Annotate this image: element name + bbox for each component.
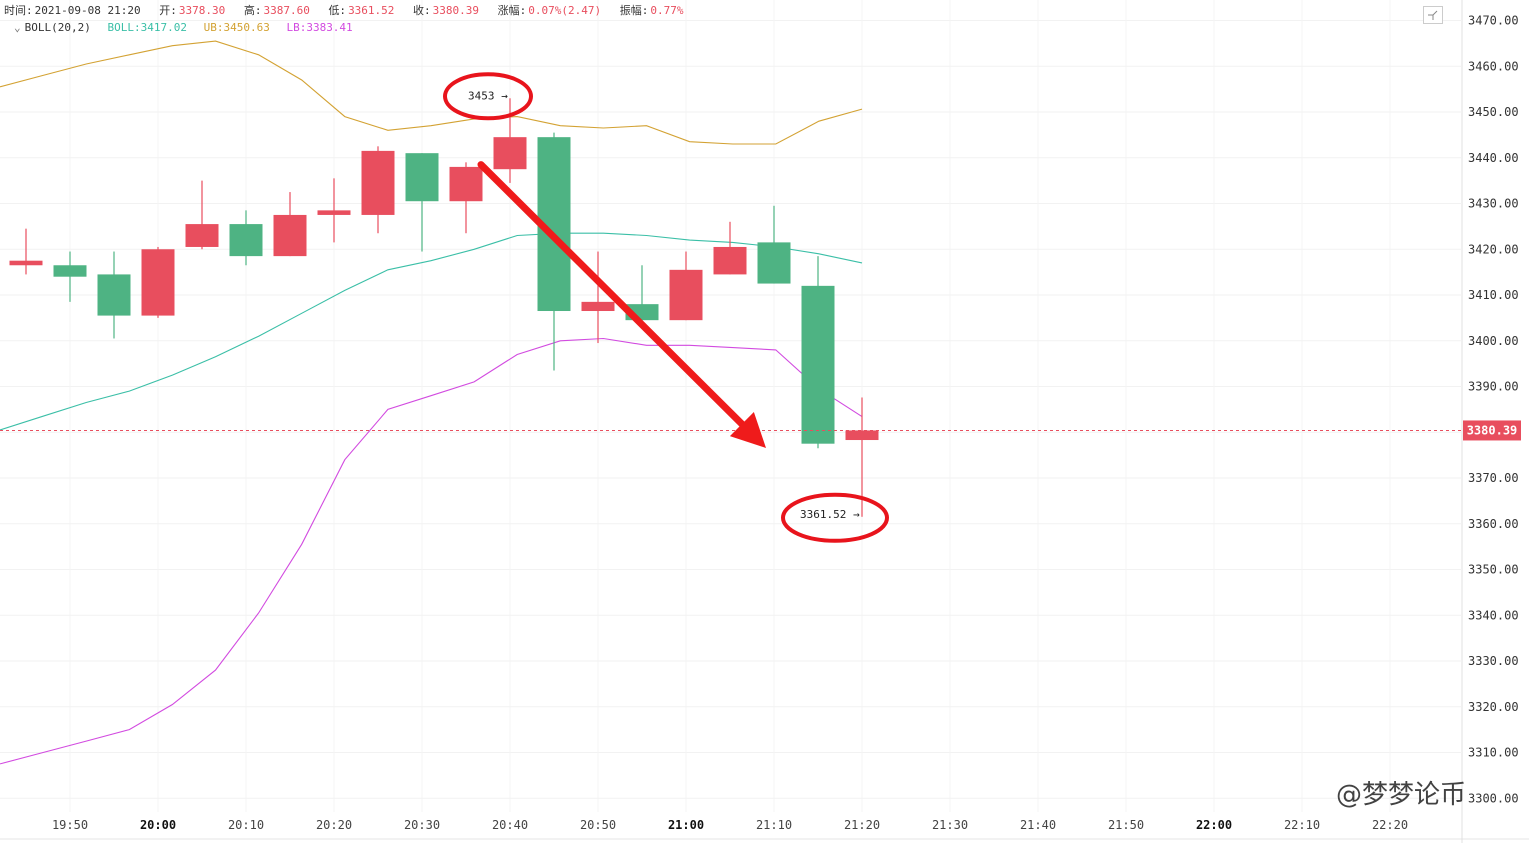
y-tick-label: 3300.00 bbox=[1468, 791, 1519, 805]
candle-body bbox=[405, 153, 439, 202]
boll-name[interactable]: BOLL(20,2) bbox=[24, 21, 91, 34]
y-tick-label: 3390.00 bbox=[1468, 380, 1519, 394]
candle-body bbox=[141, 249, 175, 316]
time-label: 时间: bbox=[4, 4, 33, 17]
amplitude-value: 0.77% bbox=[650, 4, 684, 17]
y-tick-label: 3460.00 bbox=[1468, 59, 1519, 73]
y-tick-label: 3370.00 bbox=[1468, 471, 1519, 485]
high-annotation-label: 3453 → bbox=[468, 89, 508, 102]
x-tick-label: 20:50 bbox=[580, 818, 616, 832]
x-tick-label: 21:50 bbox=[1108, 818, 1144, 832]
y-tick-label: 3440.00 bbox=[1468, 151, 1519, 165]
y-tick-label: 3310.00 bbox=[1468, 746, 1519, 760]
candle-body bbox=[53, 265, 87, 277]
x-tick-label: 20:10 bbox=[228, 818, 264, 832]
settings-button[interactable] bbox=[1423, 6, 1443, 24]
close-value: 3380.39 bbox=[432, 4, 480, 17]
candle-body bbox=[713, 246, 747, 275]
boll-legend: ⌄ BOLL(20,2) BOLL:3417.02 UB:3450.63 LB:3… bbox=[14, 21, 363, 34]
boll-upper-line bbox=[0, 40, 863, 145]
y-tick-label: 3420.00 bbox=[1468, 242, 1519, 256]
x-tick-label: 20:30 bbox=[404, 818, 440, 832]
y-tick-label: 3360.00 bbox=[1468, 517, 1519, 531]
y-tick-label: 3330.00 bbox=[1468, 654, 1519, 668]
x-tick-label: 22:20 bbox=[1372, 818, 1408, 832]
change-label: 涨幅: bbox=[497, 4, 527, 17]
candle-body bbox=[845, 430, 879, 441]
x-tick-label: 20:20 bbox=[316, 818, 352, 832]
candle-body bbox=[185, 224, 219, 247]
open-label: 开: bbox=[159, 4, 177, 17]
high-circle-marker bbox=[443, 72, 533, 121]
y-tick-label: 3430.00 bbox=[1468, 197, 1519, 211]
change-value: 0.07%(2.47) bbox=[528, 4, 602, 17]
y-tick-label: 3410.00 bbox=[1468, 288, 1519, 302]
high-value: 3387.60 bbox=[263, 4, 310, 17]
candle-body bbox=[361, 150, 395, 215]
candle-body bbox=[229, 224, 263, 257]
time-value: 2021-09-08 21:20 bbox=[34, 4, 141, 17]
x-tick-label: 20:40 bbox=[492, 818, 528, 832]
ohlc-infobar: 时间: 2021-09-08 21:20 开: 3378.30 高: 3387.60 … bbox=[4, 2, 696, 18]
low-value: 3361.52 bbox=[348, 4, 395, 17]
open-value: 3378.30 bbox=[178, 4, 226, 17]
x-tick-label: 22:10 bbox=[1284, 818, 1320, 832]
candle-body bbox=[669, 269, 703, 321]
watermark: @梦梦论币 bbox=[1336, 780, 1467, 810]
x-tick-label: 22:00 bbox=[1196, 818, 1232, 832]
chevron-down-icon[interactable]: ⌄ bbox=[14, 21, 21, 34]
y-tick-label: 3470.00 bbox=[1468, 14, 1519, 28]
candle-body bbox=[493, 137, 527, 170]
candle-body bbox=[757, 242, 791, 284]
y-tick-label: 3450.00 bbox=[1468, 105, 1519, 119]
last-price-tag bbox=[1463, 420, 1521, 441]
candle-body bbox=[801, 285, 835, 444]
high-label: 高: bbox=[243, 4, 262, 17]
last-price-label: 3380.39 bbox=[1467, 423, 1518, 437]
y-tick-label: 3340.00 bbox=[1468, 608, 1519, 622]
y-tick-label: 3350.00 bbox=[1468, 563, 1519, 577]
y-tick-label: 3400.00 bbox=[1468, 334, 1519, 348]
x-tick-label: 19:50 bbox=[52, 818, 88, 832]
candle-body bbox=[449, 166, 483, 202]
x-tick-label: 21:00 bbox=[668, 818, 704, 832]
layout-icon bbox=[1428, 10, 1438, 20]
candle-body bbox=[317, 210, 351, 215]
candle-body bbox=[97, 274, 131, 316]
low-circle-marker bbox=[781, 492, 889, 543]
candle-body bbox=[581, 301, 615, 312]
y-tick-label: 3320.00 bbox=[1468, 700, 1519, 714]
low-label: 低: bbox=[328, 4, 347, 17]
x-tick-label: 21:40 bbox=[1020, 818, 1056, 832]
boll-lb-value: LB:3383.41 bbox=[286, 21, 353, 34]
x-tick-label: 20:00 bbox=[140, 818, 176, 832]
candle-body bbox=[9, 260, 43, 266]
trend-arrow-head bbox=[729, 411, 766, 448]
amplitude-label: 振幅: bbox=[619, 4, 649, 17]
boll-ub-value: UB:3450.63 bbox=[203, 21, 270, 34]
low-annotation-label: 3361.52 → bbox=[800, 508, 860, 521]
x-tick-label: 21:30 bbox=[932, 818, 968, 832]
boll-lower-line bbox=[0, 337, 863, 765]
x-tick-label: 21:20 bbox=[844, 818, 880, 832]
boll-mid-value: BOLL:3417.02 bbox=[107, 21, 187, 34]
candle-body bbox=[273, 214, 307, 257]
trend-arrow-shaft bbox=[477, 161, 746, 428]
x-tick-label: 21:10 bbox=[756, 818, 792, 832]
boll-mid-line bbox=[0, 232, 863, 431]
close-label: 收: bbox=[413, 4, 431, 17]
